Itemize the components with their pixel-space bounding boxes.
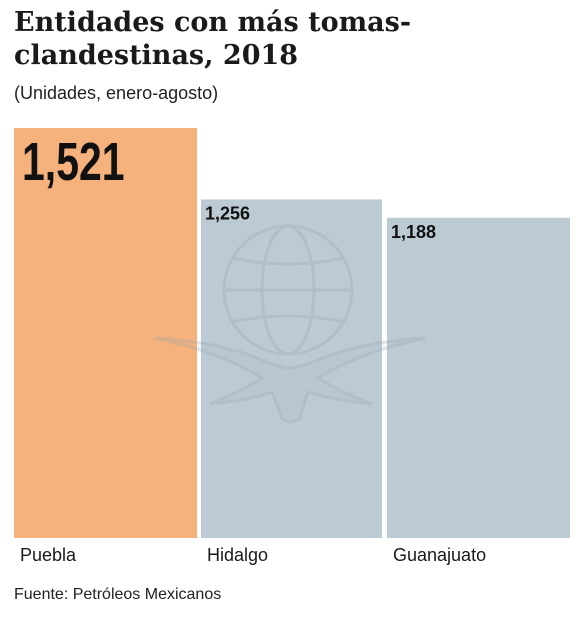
bar-hidalgo [201,199,382,538]
category-label-hidalgo: Hidalgo [207,545,268,565]
label-group: 1,521 Puebla 1,256 Hidalgo 1,188 Guanajuato [20,133,486,565]
bar-guanajuato [387,217,570,539]
value-label-guanajuato: 1,188 [391,222,436,242]
category-label-puebla: Puebla [20,545,77,565]
eagle-globe-logo-icon [154,224,426,424]
value-label-hidalgo: 1,256 [205,203,250,223]
chart-source: Fuente: Petróleos Mexicanos [14,586,222,603]
bar-group [14,128,570,539]
chart-subtitle: (Unidades, enero-agosto) [14,83,219,103]
chart-title: Entidades con más tomas-clandestinas, 20… [14,7,412,71]
value-label-puebla: 1,521 [22,133,125,193]
category-label-guanajuato: Guanajuato [393,545,486,565]
bar-puebla [14,128,197,538]
